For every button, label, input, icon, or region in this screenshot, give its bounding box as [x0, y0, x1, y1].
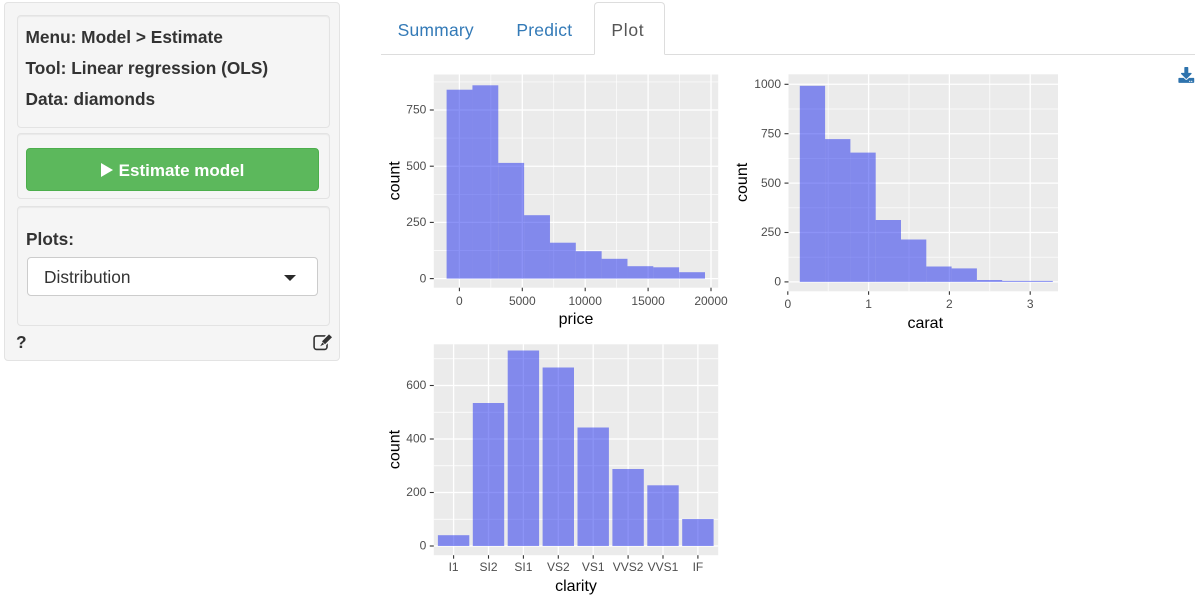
svg-text:500: 500 [761, 176, 781, 190]
svg-text:0: 0 [774, 275, 781, 289]
svg-text:15000: 15000 [631, 294, 665, 308]
svg-text:250: 250 [761, 225, 781, 239]
svg-text:5000: 5000 [509, 294, 536, 308]
svg-text:3: 3 [1027, 297, 1034, 311]
svg-text:count: count [386, 161, 403, 201]
svg-text:price: price [559, 311, 594, 328]
svg-text:0: 0 [420, 539, 427, 553]
svg-text:1: 1 [865, 297, 872, 311]
svg-text:VVS2: VVS2 [613, 560, 644, 574]
svg-text:600: 600 [406, 378, 426, 392]
svg-text:clarity: clarity [555, 578, 597, 595]
svg-text:750: 750 [761, 126, 781, 140]
svg-text:count: count [386, 429, 403, 469]
svg-text:count: count [734, 162, 751, 202]
svg-text:2: 2 [946, 297, 953, 311]
svg-text:0: 0 [420, 271, 427, 285]
svg-text:10000: 10000 [569, 294, 603, 308]
svg-text:20000: 20000 [694, 294, 728, 308]
svg-text:IF: IF [693, 560, 704, 574]
svg-text:0: 0 [784, 297, 791, 311]
svg-text:I1: I1 [449, 560, 459, 574]
svg-text:200: 200 [406, 485, 426, 499]
svg-text:0: 0 [456, 294, 463, 308]
svg-text:250: 250 [406, 215, 426, 229]
svg-text:SI2: SI2 [479, 560, 497, 574]
svg-text:VVS1: VVS1 [648, 560, 679, 574]
svg-text:500: 500 [406, 159, 426, 173]
svg-text:VS1: VS1 [582, 560, 605, 574]
svg-text:VS2: VS2 [547, 560, 570, 574]
svg-text:1000: 1000 [754, 77, 781, 91]
svg-text:carat: carat [907, 315, 943, 332]
svg-text:400: 400 [406, 432, 426, 446]
svg-text:750: 750 [406, 103, 426, 117]
svg-text:SI1: SI1 [514, 560, 532, 574]
